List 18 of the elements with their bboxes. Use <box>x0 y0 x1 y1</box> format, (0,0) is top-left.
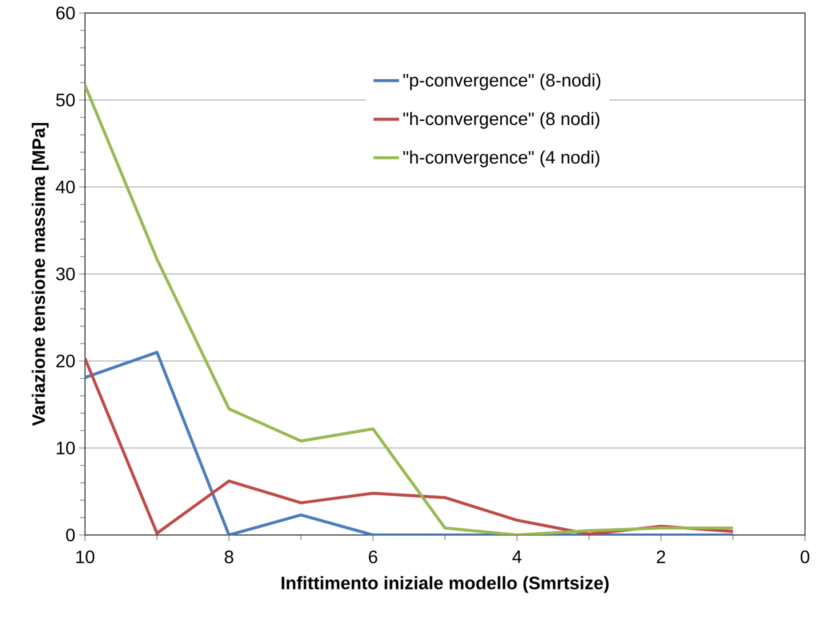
y-tick-label: 0 <box>66 528 75 542</box>
y-tick-label: 30 <box>56 268 75 280</box>
legend-label: "h-convergence" (4 nodi) <box>403 150 600 168</box>
x-tick-label: 10 <box>76 550 94 564</box>
y-axis-title: Variazione tensione massima [MPa] <box>32 122 49 426</box>
y-tick-label: 10 <box>56 442 75 454</box>
x-tick-label: 4 <box>512 550 522 563</box>
x-tick-label: 8 <box>224 550 234 564</box>
x-tick-label: 6 <box>368 550 378 564</box>
y-tick-label: 40 <box>56 180 75 194</box>
y-tick-label: 50 <box>56 94 75 106</box>
x-axis-title: Infittimento iniziale modello (Smrtsize) <box>282 576 609 593</box>
legend-label: "h-convergence" (8 nodi) <box>403 112 600 129</box>
x-tick-label: 2 <box>656 550 666 564</box>
legend-label: "p-convergence" (8-nodi) <box>403 73 600 90</box>
y-tick-label: 60 <box>56 6 75 20</box>
x-tick-label: 0 <box>800 550 810 564</box>
y-tick-label: 20 <box>56 354 75 368</box>
